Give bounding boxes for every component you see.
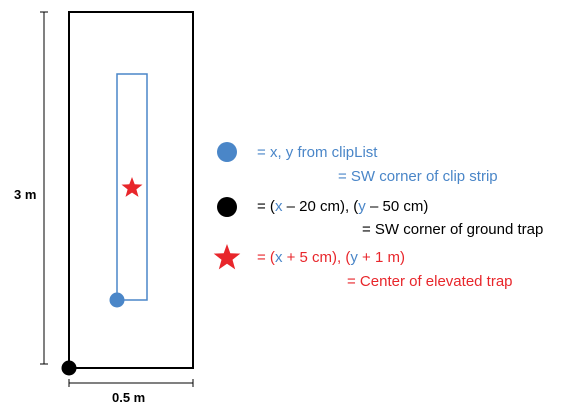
clip-point-rest: from clipList: [293, 144, 378, 161]
plot-boundary: [68, 11, 194, 369]
elevated-trap-x: x: [274, 249, 283, 266]
width-label: 0.5 m: [112, 390, 146, 405]
black-dot-icon: [217, 197, 237, 217]
ground-trap-definition: = (x – 20 cm), (y – 50 cm): [257, 198, 428, 216]
width-dimension-bracket: [68, 379, 194, 387]
ground-trap-x: x: [274, 198, 283, 215]
clip-point-sep: ,: [277, 144, 286, 161]
elevated-trap-x-offset: + 5 cm), (: [282, 249, 351, 266]
clip-point-eq: =: [257, 144, 270, 161]
clip-point-definition: = x, y from clipList: [257, 144, 377, 162]
height-label: 3 m: [14, 187, 37, 202]
ground-trap-meaning: = SW corner of ground trap: [362, 221, 544, 238]
clip-point-y: y: [285, 144, 294, 161]
blue-dot-icon: [217, 142, 237, 162]
elevated-trap-marker: [121, 177, 143, 197]
elevated-trap-meaning: = Center of elevated trap: [347, 273, 513, 290]
red-star-icon: [213, 244, 241, 270]
ground-trap-eq: = (: [257, 198, 275, 215]
clip-strip: [116, 73, 148, 301]
clip-point-marker: [109, 292, 125, 308]
ground-trap-y-offset: – 50 cm): [365, 198, 429, 215]
clip-point-meaning: = SW corner of clip strip: [338, 168, 498, 185]
ground-trap-marker: [61, 360, 77, 376]
ground-trap-y: y: [358, 198, 366, 215]
ground-trap-x-offset: – 20 cm), (: [282, 198, 359, 215]
elevated-trap-eq: = (: [257, 249, 275, 266]
clip-point-x: x: [269, 144, 278, 161]
elevated-trap-y-offset: + 1 m): [357, 249, 405, 266]
elevated-trap-y: y: [350, 249, 358, 266]
height-dimension-bracket: [40, 11, 48, 365]
elevated-trap-definition: = (x + 5 cm), (y + 1 m): [257, 249, 405, 267]
